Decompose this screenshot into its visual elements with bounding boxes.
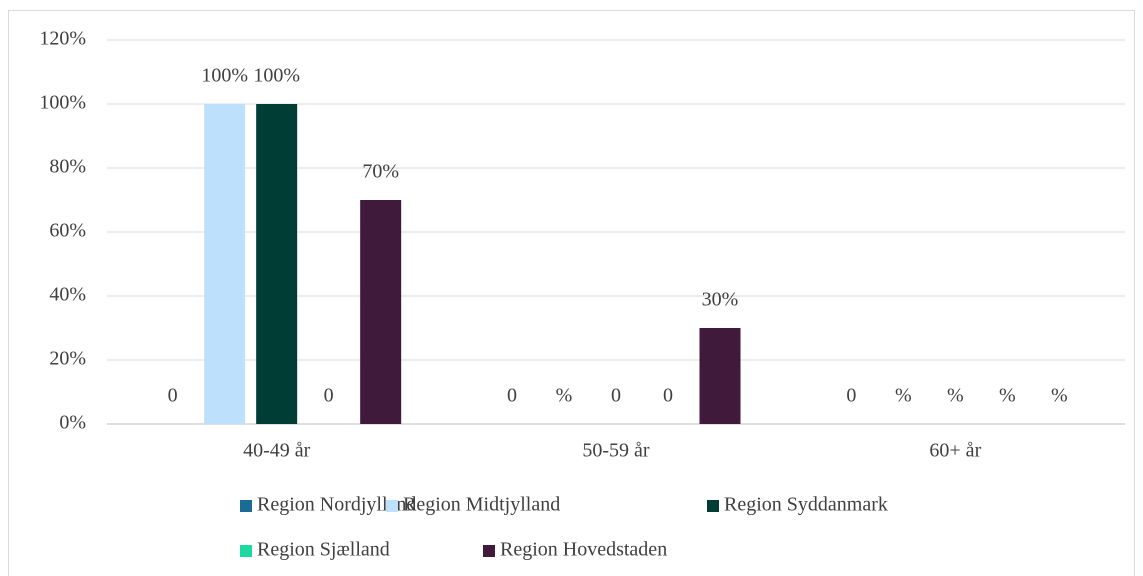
data-label: % <box>895 385 912 407</box>
data-label: % <box>1051 385 1068 407</box>
y-tick-label: 120% <box>39 28 86 50</box>
bar <box>699 328 741 424</box>
data-label: 0 <box>168 385 178 407</box>
y-tick-label: 0% <box>59 412 86 434</box>
x-tick-label: 50-59 år <box>582 440 650 462</box>
chart-frame <box>8 10 1135 576</box>
bar <box>204 104 246 424</box>
legend-swatch <box>386 500 398 512</box>
legend-swatch <box>707 500 719 512</box>
data-label: 100% <box>253 65 300 87</box>
data-label: % <box>999 385 1016 407</box>
data-label: 0 <box>663 385 673 407</box>
bar <box>256 104 298 424</box>
x-tick-label: 60+ år <box>929 440 981 462</box>
y-tick-label: 40% <box>49 284 86 306</box>
y-tick-label: 60% <box>49 220 86 242</box>
y-tick-label: 80% <box>49 156 86 178</box>
data-label: % <box>947 385 964 407</box>
data-label: 0 <box>611 385 621 407</box>
data-label: 30% <box>702 289 739 311</box>
data-label: % <box>556 385 573 407</box>
legend-label: Region Syddanmark <box>724 494 888 516</box>
legend-label: Region Midtjylland <box>403 494 560 516</box>
y-tick-label: 100% <box>39 92 86 114</box>
data-label: 0 <box>846 385 856 407</box>
y-tick-label: 20% <box>49 348 86 370</box>
legend-label: Region Hovedstaden <box>500 539 667 561</box>
legend-swatch <box>483 545 495 557</box>
legend-swatch <box>240 500 252 512</box>
data-label: 0 <box>507 385 517 407</box>
data-label: 100% <box>201 65 248 87</box>
legend-label: Region Nordjylland <box>257 494 416 516</box>
legend-swatch <box>240 545 252 557</box>
legend-label: Region Sjælland <box>257 539 390 561</box>
x-tick-label: 40-49 år <box>243 440 311 462</box>
bar <box>360 200 402 424</box>
data-label: 70% <box>362 161 399 183</box>
data-label: 0 <box>324 385 334 407</box>
